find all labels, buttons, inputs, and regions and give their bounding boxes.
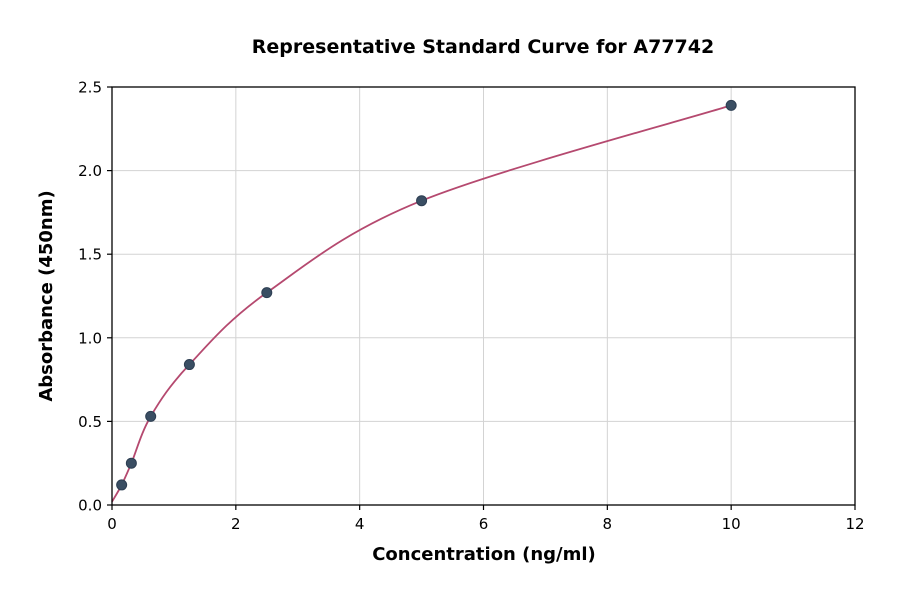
y-tick-label: 1.5 <box>78 246 102 264</box>
x-tick-label: 12 <box>845 515 864 533</box>
data-point-marker <box>116 479 128 491</box>
y-tick-label: 2.0 <box>78 162 102 180</box>
data-point-marker <box>725 99 737 111</box>
x-tick-label: 6 <box>479 515 489 533</box>
y-tick-label: 1.0 <box>78 329 102 347</box>
y-tick-label: 2.5 <box>78 79 102 97</box>
x-tick-label: 0 <box>107 515 117 533</box>
x-axis-label: Concentration (ng/ml) <box>372 544 596 565</box>
data-point-marker <box>261 287 273 299</box>
x-tick-label: 10 <box>722 515 741 533</box>
grid-lines <box>111 86 856 506</box>
data-point-marker <box>416 195 428 207</box>
fit-curve-path <box>111 104 732 503</box>
data-point-marker <box>145 410 157 422</box>
x-tick-label: 2 <box>231 515 241 533</box>
data-point-marker <box>125 457 137 469</box>
axes: 0 2 4 6 8 10 12 0.0 0.5 1.0 1.5 2.0 2.5 <box>78 79 864 534</box>
chart-title: Representative Standard Curve for A77742 <box>252 36 714 58</box>
x-tick-label: 8 <box>603 515 613 533</box>
y-tick-label: 0.0 <box>78 497 102 515</box>
data-point-marker <box>183 359 195 371</box>
x-tick-label: 4 <box>355 515 365 533</box>
y-axis-label: Absorbance (450nm) <box>36 190 57 401</box>
y-tick-label: 0.5 <box>78 413 102 431</box>
plot-border <box>111 86 856 506</box>
fit-curve <box>111 104 732 503</box>
data-points <box>116 99 737 491</box>
